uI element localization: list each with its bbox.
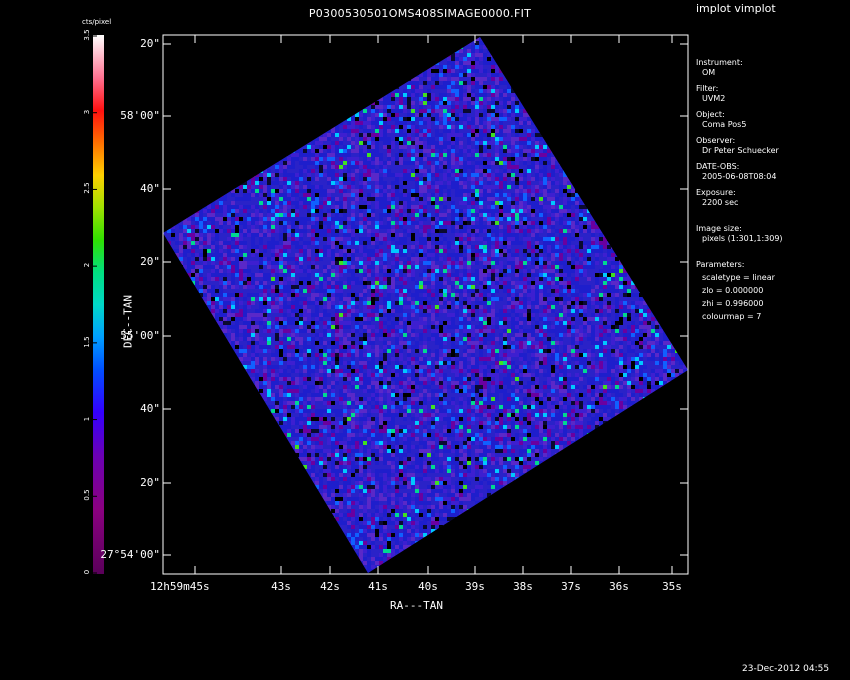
colorbar-ticks xyxy=(93,35,97,574)
y-tick-label: 40" xyxy=(140,182,160,195)
exposure-value: 2200 sec xyxy=(702,198,739,207)
y-tick-label: 55'00" xyxy=(120,329,160,342)
param-zhi: zhi = 0.996000 xyxy=(702,299,764,308)
x-tick-label: 36s xyxy=(609,580,629,593)
y-tick-label: 20" xyxy=(140,255,160,268)
colorbar-label: cts/pixel xyxy=(82,18,112,26)
colorbar-tick-label: 1 xyxy=(83,416,91,421)
x-tick-label: 39s xyxy=(465,580,485,593)
instrument-value: OM xyxy=(702,68,716,77)
datestamp: 23-Dec-2012 04:55 xyxy=(742,664,830,674)
app-title: implot vimplot xyxy=(696,2,776,15)
param-colourmap: colourmap = 7 xyxy=(702,312,762,321)
x-tick-label: 12h59m45s xyxy=(150,580,210,593)
x-tick-label: 43s xyxy=(271,580,291,593)
param-zlo: zlo = 0.000000 xyxy=(702,286,764,295)
colorbar-tick-label: 1.5 xyxy=(83,336,91,348)
image-size-label: Image size: xyxy=(696,224,742,233)
instrument-label: Instrument: xyxy=(696,58,743,67)
filter-label: Filter: xyxy=(696,84,719,93)
x-tick-label: 41s xyxy=(368,580,388,593)
colorbar-tick-label: 2.5 xyxy=(83,182,91,194)
x-tick-label: 40s xyxy=(418,580,438,593)
plot-title: P0300530501OMS408SIMAGE0000.FIT xyxy=(308,7,532,20)
axis-ticks xyxy=(163,35,688,574)
y-tick-label: 58'00" xyxy=(120,109,160,122)
info-panel: Instrument: OM Filter: UVM2 Object: Coma… xyxy=(696,58,783,322)
observer-value: Dr Peter Schuecker xyxy=(702,146,779,155)
colorbar-tick-label: 2 xyxy=(83,262,91,268)
x-tick-label: 42s xyxy=(320,580,340,593)
sky-image xyxy=(163,37,688,573)
x-tick-label: 35s xyxy=(662,580,682,593)
colorbar-tick-label: 3 xyxy=(83,109,91,114)
observer-label: Observer: xyxy=(696,136,736,145)
plot-frame xyxy=(162,34,689,575)
filter-value: UVM2 xyxy=(702,94,726,103)
y-tick-label: 27°54'00" xyxy=(100,548,160,561)
colorbar xyxy=(93,35,104,574)
colorbar-tick-label: 0 xyxy=(83,569,91,575)
object-value: Coma Pos5 xyxy=(702,120,747,129)
y-tick-label: 40" xyxy=(140,402,160,415)
y-tick-label: 20" xyxy=(140,37,160,50)
colorbar-tick-label: 0.5 xyxy=(83,489,91,501)
x-tick-label: 37s xyxy=(561,580,581,593)
date-value: 2005-06-08T08:04 xyxy=(702,172,777,181)
y-tick-label: 20" xyxy=(140,476,160,489)
colorbar-tick-label: 3.5 xyxy=(83,29,91,41)
image-size-value: pixels (1:301,1:309) xyxy=(702,234,783,243)
y-axis-label: DEC--TAN xyxy=(121,295,135,348)
param-scaletype: scaletype = linear xyxy=(702,273,775,282)
x-axis-label: RA---TAN xyxy=(390,599,443,612)
x-tick-label: 38s xyxy=(513,580,533,593)
parameters-label: Parameters: xyxy=(696,260,745,269)
exposure-label: Exposure: xyxy=(696,188,736,197)
object-label: Object: xyxy=(696,110,725,119)
date-label: DATE-OBS: xyxy=(696,162,740,171)
